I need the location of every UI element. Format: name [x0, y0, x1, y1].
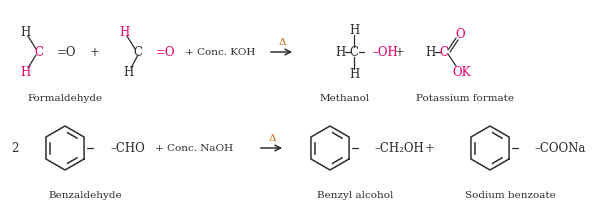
Text: Potassium formate: Potassium formate [416, 93, 514, 102]
Text: Formaldehyde: Formaldehyde [27, 93, 102, 102]
Text: Δ: Δ [268, 134, 276, 143]
Text: +: + [395, 46, 405, 59]
Text: +: + [425, 142, 435, 155]
Text: H: H [119, 25, 129, 38]
Text: H: H [349, 24, 359, 37]
Text: 2: 2 [12, 142, 19, 155]
Text: =O: =O [156, 46, 175, 59]
Text: +: + [90, 46, 100, 59]
Text: C: C [35, 46, 43, 59]
Text: =O: =O [57, 46, 77, 59]
Text: H: H [20, 25, 30, 38]
Text: Benzaldehyde: Benzaldehyde [48, 190, 122, 199]
Text: H: H [123, 66, 133, 79]
Text: + Conc. KOH: + Conc. KOH [185, 47, 255, 56]
Text: –OH: –OH [372, 46, 398, 59]
Text: H: H [20, 66, 30, 79]
Text: H: H [349, 67, 359, 80]
Text: –CHO: –CHO [110, 142, 145, 155]
Text: H: H [335, 46, 345, 59]
Text: + Conc. NaOH: + Conc. NaOH [155, 143, 233, 152]
Text: –COONa: –COONa [534, 142, 585, 155]
Text: H: H [425, 46, 435, 59]
Text: C: C [133, 46, 143, 59]
Text: Benzyl alcohol: Benzyl alcohol [317, 190, 393, 199]
Text: C: C [350, 46, 359, 59]
Text: –CH₂OH: –CH₂OH [374, 142, 424, 155]
Text: OK: OK [452, 66, 471, 79]
Text: O: O [455, 28, 465, 41]
Text: Methanol: Methanol [320, 93, 370, 102]
Text: C: C [440, 46, 448, 59]
Text: Δ: Δ [278, 38, 286, 46]
Text: Sodium benzoate: Sodium benzoate [465, 190, 555, 199]
